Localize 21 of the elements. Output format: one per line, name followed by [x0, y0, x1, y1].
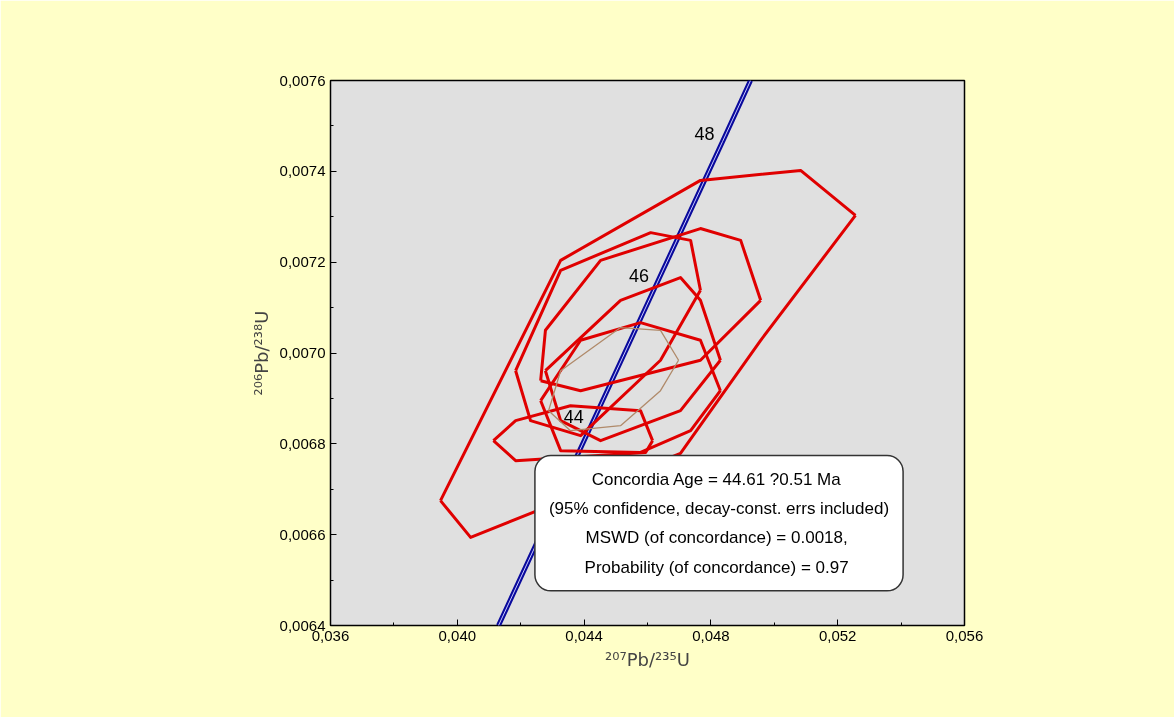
y-tick-label: 0,0066	[279, 525, 326, 543]
annotation: MSWD (of concordance) = 0.0018,	[585, 528, 848, 548]
y-tick-label: 0,0072	[279, 253, 326, 271]
x-tick-label: 0,052	[818, 626, 857, 644]
x-tick-label: 0,040	[438, 626, 477, 644]
y-tick-label: 0,0068	[279, 434, 326, 452]
y-axis-title: ²⁰⁶Pb/²³⁸U	[250, 310, 272, 396]
x-axis-title: ²⁰⁷Pb/²³⁵U	[605, 648, 690, 670]
y-tick-label: 0,0076	[279, 71, 326, 89]
annotation: Concordia Age = 44.61 ?0.51 Ma	[591, 469, 842, 489]
x-tick-label: 0,056	[945, 626, 984, 644]
y-tick-label: 0,0064	[279, 616, 326, 634]
y-tick-label: 0,0070	[279, 344, 326, 361]
annotation: Probability (of concordance) = 0.97	[584, 557, 849, 577]
x-tick-label: 0,044	[565, 626, 603, 644]
annotation: 46	[628, 265, 650, 286]
annotation: 48	[694, 123, 715, 144]
annotation: 44	[563, 406, 584, 427]
annotation: (95% confidence, decay-const. errs included)	[548, 498, 890, 518]
y-tick-label: 0,0074	[279, 162, 326, 180]
x-tick-label: 0,048	[692, 626, 730, 644]
